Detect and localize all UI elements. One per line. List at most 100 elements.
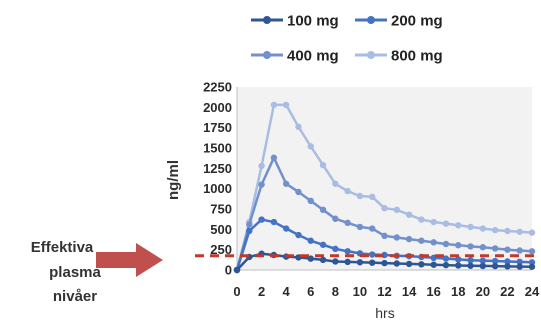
y-tick-label: 2250 [203, 80, 232, 95]
data-point [332, 215, 339, 222]
data-point [479, 262, 487, 270]
data-point [369, 251, 376, 258]
annotation-arrow [96, 243, 163, 277]
legend-swatch-marker [263, 51, 271, 59]
data-point [270, 218, 278, 226]
data-point [405, 260, 413, 268]
legend-item-200-mg: 200 mg [355, 13, 443, 30]
data-point [332, 180, 339, 187]
annotation-line-3: nivåer [53, 288, 97, 305]
x-tick-label: 16 [426, 284, 440, 299]
plot-area [237, 87, 532, 270]
data-point [319, 161, 327, 169]
y-axis-label: ng/ml [165, 160, 182, 200]
x-tick-label: 4 [283, 284, 291, 299]
data-point [430, 261, 437, 268]
data-point [467, 262, 474, 269]
data-point [467, 243, 474, 250]
x-tick-label: 18 [451, 284, 465, 299]
x-tick-label: 0 [233, 284, 240, 299]
data-point [516, 247, 523, 254]
data-point [295, 188, 302, 196]
y-tick-label: 1000 [203, 181, 232, 196]
y-tick-label: 2000 [203, 100, 232, 115]
data-point [516, 228, 523, 235]
data-point [319, 241, 327, 248]
data-point [381, 259, 388, 267]
data-point [332, 245, 339, 253]
data-point [491, 257, 499, 265]
y-tick-label: 0 [225, 263, 232, 278]
legend-swatch-marker [263, 16, 271, 24]
annotation-line-2: plasma [49, 264, 101, 281]
data-point [356, 192, 364, 200]
data-point [455, 241, 462, 249]
x-tick-label: 12 [377, 284, 391, 299]
data-point [455, 262, 462, 269]
data-point [528, 263, 536, 270]
data-point [393, 234, 400, 241]
data-point [344, 219, 351, 227]
data-point [233, 266, 241, 274]
data-point [418, 237, 425, 244]
data-point [356, 223, 364, 231]
data-point [344, 187, 351, 195]
data-point [455, 256, 462, 263]
x-axis-ticks: 0 2 4 6 8 10 12 14 16 18 20 22 24 [233, 284, 540, 299]
data-point [528, 259, 536, 266]
data-point [344, 248, 351, 255]
data-point [282, 180, 290, 187]
y-tick-label: 750 [210, 202, 232, 217]
legend-label: 800 mg [391, 48, 443, 65]
series-400-mg [233, 154, 536, 274]
data-point [442, 255, 450, 262]
x-tick-label: 8 [332, 284, 339, 299]
x-tick-label: 10 [353, 284, 367, 299]
data-point [479, 225, 487, 232]
x-axis-label: hrs [375, 305, 394, 321]
data-point [270, 101, 278, 109]
data-point [418, 216, 425, 223]
x-tick-label: 22 [500, 284, 514, 299]
data-point [504, 258, 511, 265]
x-tick-label: 20 [476, 284, 490, 299]
data-point [258, 162, 265, 170]
data-point [467, 223, 474, 231]
x-tick-label: 6 [307, 284, 314, 299]
data-point [504, 227, 511, 235]
y-tick-label: 1500 [203, 141, 232, 156]
data-point [282, 101, 290, 109]
data-point [467, 257, 474, 264]
data-point [270, 154, 278, 161]
data-point [295, 123, 302, 131]
y-tick-label: 1750 [203, 120, 232, 135]
data-point [491, 245, 499, 252]
data-point [369, 225, 376, 232]
legend-item-400-mg: 400 mg [251, 48, 339, 65]
data-point [528, 248, 536, 255]
data-point [369, 193, 376, 200]
data-point [516, 258, 523, 266]
legend-label: 100 mg [287, 13, 339, 30]
data-point [258, 181, 265, 188]
annotation: Effektiva plasma nivåer [31, 239, 163, 305]
x-tick-label: 14 [402, 284, 417, 299]
legend-item-100-mg: 100 mg [251, 13, 339, 30]
data-point [405, 235, 413, 243]
data-point [246, 227, 253, 235]
legend-label: 400 mg [287, 48, 339, 65]
data-point [332, 258, 339, 265]
data-point [455, 222, 462, 229]
legend-swatch-marker [367, 16, 375, 24]
data-point [307, 197, 314, 205]
data-point [282, 225, 290, 232]
legend-item-800-mg: 800 mg [355, 48, 443, 65]
data-point [442, 240, 450, 248]
data-point [319, 206, 327, 214]
data-point [516, 263, 523, 270]
legend-label: 200 mg [391, 13, 443, 30]
data-point [479, 257, 487, 264]
y-tick-label: 500 [210, 222, 232, 237]
